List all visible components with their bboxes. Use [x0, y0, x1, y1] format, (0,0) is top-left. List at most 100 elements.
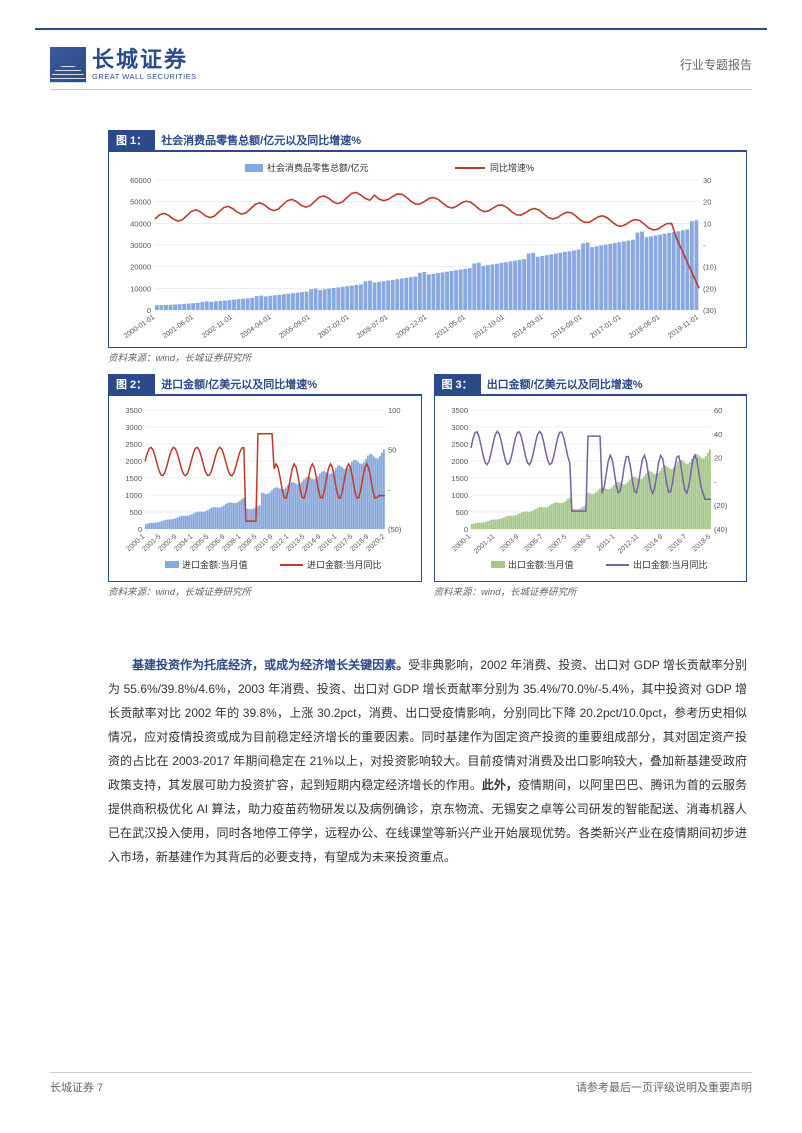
svg-text:0: 0 [463, 525, 467, 534]
footer-right: 请参考最后一页评级说明及重要声明 [576, 1079, 752, 1095]
svg-text:0: 0 [147, 306, 151, 315]
figure-3-chart: 0 500 1000 1500 2000 2500 3000 3500 (40) (20) - 20 4… [439, 402, 739, 577]
svg-text:2014-9: 2014-9 [643, 533, 664, 553]
svg-text:2015-08-01: 2015-08-01 [550, 314, 583, 340]
svg-text:2020-2: 2020-2 [365, 533, 386, 553]
figure-2-source: 资料来源：wind，长城证券研究所 [108, 584, 422, 598]
svg-text:(10): (10) [703, 263, 717, 272]
figure-1-chart: 社会消费品零售总额/亿元 同比增速% 0 10000 20000 30000 40000 50… [113, 158, 733, 343]
svg-text:2012-11: 2012-11 [616, 533, 639, 555]
figure-1-label: 图 1： [108, 130, 155, 150]
svg-text:(20): (20) [714, 501, 728, 510]
svg-text:(50): (50) [388, 525, 402, 534]
body-paragraph: 基建投资作为托底经济，或成为经济增长关键因素。受非典影响，2002 年消费、投资… [108, 653, 747, 869]
svg-text:2007-02-01: 2007-02-01 [317, 314, 350, 340]
svg-text:2008-07-01: 2008-07-01 [356, 314, 389, 340]
logo-text-en: GREAT WALL SECURITIES [92, 73, 197, 81]
report-type: 行业专题报告 [680, 56, 752, 73]
svg-text:1000: 1000 [451, 491, 468, 500]
figure-1-source: 资料来源：wind，长城证券研究所 [108, 350, 747, 364]
page-header: 长城证券 GREAT WALL SECURITIES 行业专题报告 [50, 40, 752, 90]
svg-text:2001-11: 2001-11 [472, 533, 495, 555]
svg-text:2005-09-01: 2005-09-01 [278, 314, 311, 340]
svg-text:2016-7: 2016-7 [667, 533, 688, 553]
svg-text:2000-01-01: 2000-01-01 [123, 314, 156, 340]
svg-text:2004-04-01: 2004-04-01 [239, 314, 272, 340]
svg-text:2009-3: 2009-3 [571, 533, 592, 553]
svg-text:2019-11-01: 2019-11-01 [667, 314, 700, 340]
svg-text:20000: 20000 [130, 263, 151, 272]
svg-text:-: - [714, 477, 717, 486]
svg-text:2005-7: 2005-7 [523, 533, 544, 553]
svg-text:2007-5: 2007-5 [547, 533, 568, 553]
page-footer: 长城证券 7 请参考最后一页评级说明及重要声明 [50, 1072, 752, 1095]
svg-text:50: 50 [388, 446, 396, 455]
svg-text:30: 30 [703, 176, 711, 185]
figure-3-label: 图 3： [434, 374, 481, 394]
svg-text:进口金额:当月同比: 进口金额:当月同比 [307, 559, 382, 570]
figure-1: 图 1： 社会消费品零售总额/亿元以及同比增速% 社会消费品零售总额/亿元 同比增… [108, 130, 747, 364]
figure-1-title: 社会消费品零售总额/亿元以及同比增速% [155, 132, 361, 148]
logo-text-cn: 长城证券 [92, 49, 197, 71]
svg-text:2500: 2500 [125, 440, 142, 449]
svg-text:出口金额:当月值: 出口金额:当月值 [508, 559, 574, 570]
company-logo: 长城证券 GREAT WALL SECURITIES [50, 47, 197, 83]
svg-text:20: 20 [703, 198, 711, 207]
footer-left: 长城证券 7 [50, 1079, 103, 1095]
svg-text:2000: 2000 [125, 457, 142, 466]
svg-text:进口金额:当月值: 进口金额:当月值 [182, 559, 248, 570]
svg-text:社会消费品零售总额/亿元: 社会消费品零售总额/亿元 [267, 162, 369, 173]
svg-text:2003-9: 2003-9 [499, 533, 520, 553]
svg-text:2011-1: 2011-1 [595, 533, 616, 553]
svg-text:100: 100 [388, 406, 401, 415]
svg-text:2009-12-01: 2009-12-01 [395, 314, 428, 340]
svg-text:40000: 40000 [130, 219, 151, 228]
figure-3-title: 出口金额/亿美元以及同比增速% [481, 376, 643, 392]
svg-text:50000: 50000 [130, 198, 151, 207]
svg-text:2012-10-01: 2012-10-01 [473, 314, 506, 340]
svg-text:10000: 10000 [130, 284, 151, 293]
svg-text:500: 500 [455, 508, 468, 517]
svg-text:0: 0 [138, 525, 142, 534]
svg-text:(40): (40) [714, 525, 728, 534]
figure-3: 图 3： 出口金额/亿美元以及同比增速% 0 500 1000 1500 2000 250… [434, 374, 748, 608]
figure-2-title: 进口金额/亿美元以及同比增速% [155, 376, 317, 392]
svg-text:60000: 60000 [130, 176, 151, 185]
svg-text:40: 40 [714, 430, 722, 439]
body-text-1: 受非典影响，2002 年消费、投资、出口对 GDP 增长贡献率分别为 55.6%… [108, 658, 747, 792]
svg-text:3500: 3500 [125, 406, 142, 415]
svg-text:(20): (20) [703, 284, 717, 293]
svg-text:3000: 3000 [125, 423, 142, 432]
svg-text:20: 20 [714, 454, 722, 463]
svg-text:-: - [388, 485, 391, 494]
svg-text:2000: 2000 [451, 457, 468, 466]
svg-text:500: 500 [129, 508, 142, 517]
svg-text:2500: 2500 [451, 440, 468, 449]
svg-text:2018-5: 2018-5 [691, 533, 712, 553]
svg-text:1000: 1000 [125, 491, 142, 500]
svg-text:出口金额:当月同比: 出口金额:当月同比 [633, 559, 708, 570]
svg-text:30000: 30000 [130, 241, 151, 250]
svg-text:1500: 1500 [451, 474, 468, 483]
logo-icon [50, 47, 86, 83]
svg-text:2002-11-01: 2002-11-01 [201, 314, 234, 340]
svg-text:3500: 3500 [451, 406, 468, 415]
svg-text:2014-03-01: 2014-03-01 [511, 314, 544, 340]
svg-text:2011-05-01: 2011-05-01 [434, 314, 467, 340]
svg-text:2001-06-01: 2001-06-01 [162, 314, 195, 340]
svg-text:(30): (30) [703, 306, 717, 315]
figure-2-label: 图 2： [108, 374, 155, 394]
svg-text:同比增速%: 同比增速% [490, 162, 534, 173]
figure-2: 图 2： 进口金额/亿美元以及同比增速% 0 500 1000 1500 2000 250… [108, 374, 422, 608]
svg-text:10: 10 [703, 219, 711, 228]
body-bold-2: 此外， [482, 778, 518, 792]
svg-text:-: - [703, 241, 706, 250]
svg-text:1500: 1500 [125, 474, 142, 483]
body-lead: 基建投资作为托底经济，或成为经济增长关键因素。 [132, 658, 408, 672]
figure-2-chart: 0 500 1000 1500 2000 2500 3000 3500 (50) - 50 100 20… [113, 402, 413, 577]
svg-text:60: 60 [714, 406, 722, 415]
figure-3-source: 资料来源：wind，长城证券研究所 [434, 584, 748, 598]
svg-text:2018-06-01: 2018-06-01 [628, 314, 661, 340]
svg-text:2000-1: 2000-1 [451, 533, 472, 553]
svg-text:3000: 3000 [451, 423, 468, 432]
